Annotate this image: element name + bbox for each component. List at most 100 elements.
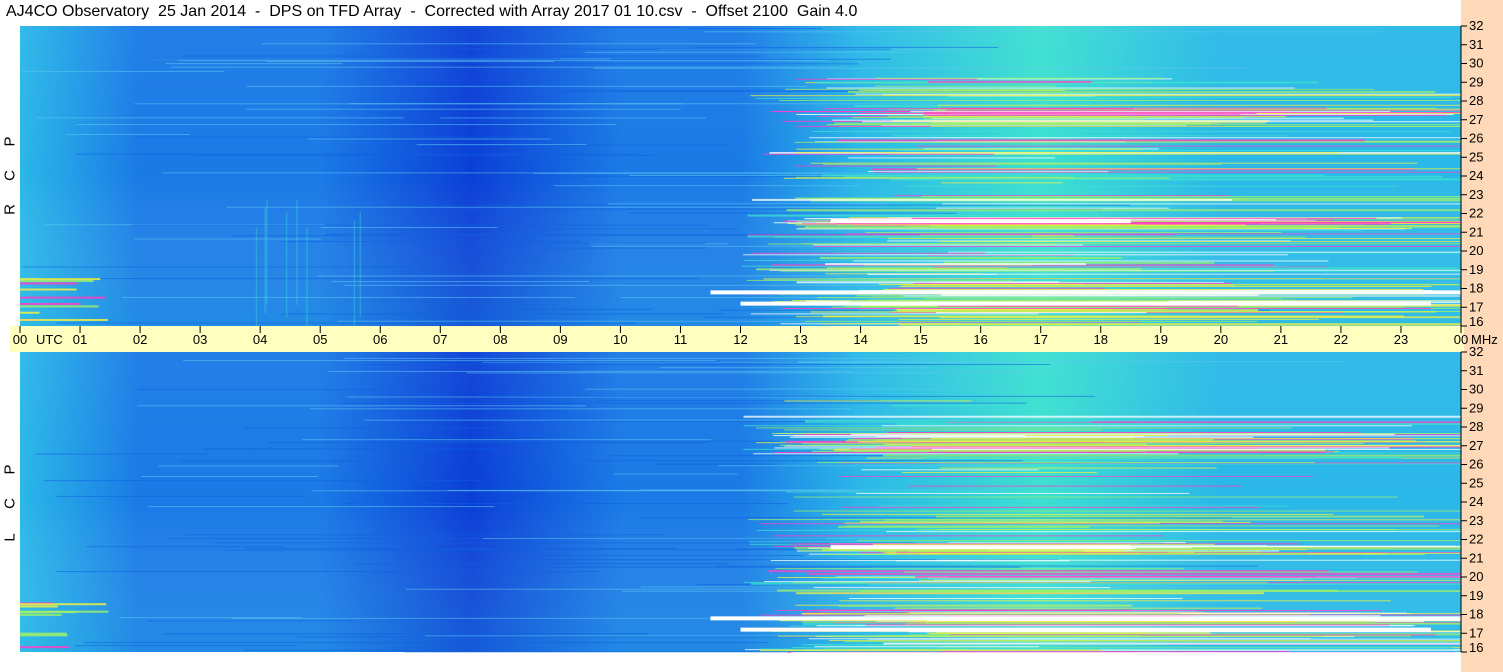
carrier-line [35,453,209,455]
burst-line [20,279,94,282]
burst-line [20,278,101,281]
band-line [946,435,1168,437]
freq-unit-label: MHz [1471,332,1498,347]
band-line [902,284,1234,286]
interference-line [796,281,1060,284]
band-line [899,285,1432,287]
vertical-streak [285,212,288,318]
carrier-line [622,590,894,592]
interference-line [821,323,1461,325]
interference-line [896,321,1141,323]
freq-tick-label: 18 [1469,607,1483,622]
carrier-line [309,408,851,410]
carrier-line [307,138,552,140]
time-tick-label: 15 [913,332,927,347]
interference-line [749,541,1164,543]
interference-line [812,244,1083,246]
carrier-line [549,242,707,244]
band-line [922,108,1461,110]
interference-line [936,515,1424,518]
interference-line [865,232,1281,234]
interference-line [882,94,1461,96]
saturated-line [830,545,1131,550]
freq-tick-label: 26 [1469,457,1483,472]
saturated-line [710,616,1461,621]
interference-line [760,523,1461,525]
interference-line [784,429,1102,431]
carrier-line [214,542,916,544]
carrier-line [596,400,880,402]
interference-line [933,281,1224,283]
time-tick-label: 10 [613,332,627,347]
carrier-line [21,70,225,72]
time-tick-label: 16 [973,332,987,347]
band-line [851,433,1395,435]
band-line [930,225,1461,227]
freq-tick-label: 16 [1469,314,1483,329]
burst-line [20,613,62,616]
band-line [910,111,1391,113]
freq-tick-label: 31 [1469,37,1483,52]
vertical-streak [264,208,266,314]
interference-line [895,560,1070,562]
burst-line [20,603,107,606]
band-line [874,545,1456,547]
interference-line [795,604,1133,606]
carrier-line [545,559,1059,561]
freq-tick-label: 27 [1469,438,1483,453]
interference-line [801,243,1461,245]
band-line [947,109,1461,111]
band-line [774,447,1390,449]
interference-line [914,145,1461,147]
burst-line [20,605,58,608]
interference-line [822,163,1222,165]
carrier-line [694,46,999,48]
carrier-line [640,586,1266,588]
time-tick-label: 04 [253,332,267,347]
interference-line [936,559,1461,561]
interference-line [938,463,1461,465]
interference-line [941,203,1461,205]
freq-tick-label: 18 [1469,281,1483,296]
interference-line [750,313,1039,315]
band-line [923,114,1241,116]
carrier-line [66,134,190,136]
time-tick-label: 17 [1033,332,1047,347]
interference-line [747,234,1177,236]
interference-line [904,571,1419,573]
carrier-line [74,153,635,155]
interference-line [857,540,1461,542]
carrier-line [268,442,708,444]
carrier-line [185,534,665,536]
carrier-line [379,144,727,146]
interference-line [785,88,1375,90]
time-tick-label: 08 [493,332,507,347]
band-line [802,442,1364,444]
interference-line [803,648,1461,651]
band-line [913,282,1233,284]
interference-line [808,572,1461,575]
band-line [774,452,1325,454]
interference-line [741,265,1287,267]
band-line [949,310,1461,312]
time-tick-label: 21 [1274,332,1288,347]
vertical-streak [359,212,362,318]
freq-tick-label: 19 [1469,262,1483,277]
carrier-line [642,517,1232,519]
band-line [924,111,1461,113]
interference-line [847,438,1215,440]
interference-line [897,309,1259,312]
interference-line [768,570,1329,573]
interference-line [878,505,1290,507]
interference-line [921,195,1461,197]
interference-line [743,425,918,427]
band-line [930,633,1461,635]
band-line [886,431,1361,433]
band-line [913,226,1461,228]
interference-line [948,251,1461,253]
interference-line [941,97,1452,99]
band-line [822,108,1134,110]
